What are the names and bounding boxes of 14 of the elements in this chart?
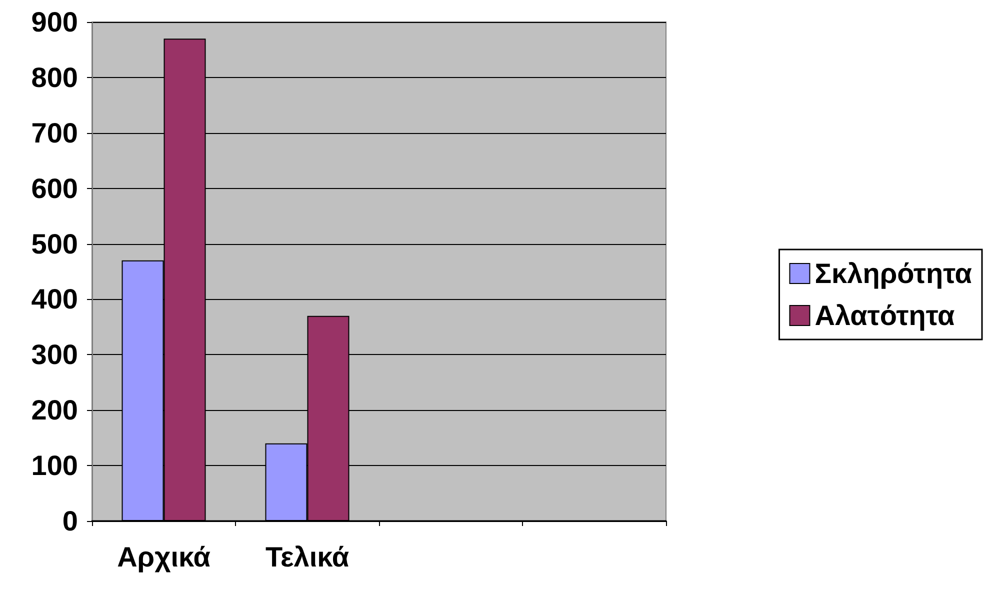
y-tick-label: 300 (31, 339, 78, 370)
legend-label: Σκληρότητα (814, 258, 972, 289)
x-tick-label: Τελικά (265, 542, 350, 572)
y-tick-label: 600 (31, 172, 78, 204)
y-tick-label: 500 (31, 228, 78, 260)
legend-label: Αλατότητα (814, 300, 955, 331)
y-tick-label: 100 (31, 450, 78, 482)
y-tick-label: 400 (31, 284, 78, 315)
y-tick-label: 900 (31, 6, 78, 38)
x-tick-label: Αρχικά (117, 542, 210, 572)
y-tick-label: 800 (31, 62, 78, 93)
y-tick-label: 0 (62, 506, 78, 536)
y-tick-label: 200 (31, 394, 78, 426)
y-tick-label: 700 (31, 117, 78, 148)
